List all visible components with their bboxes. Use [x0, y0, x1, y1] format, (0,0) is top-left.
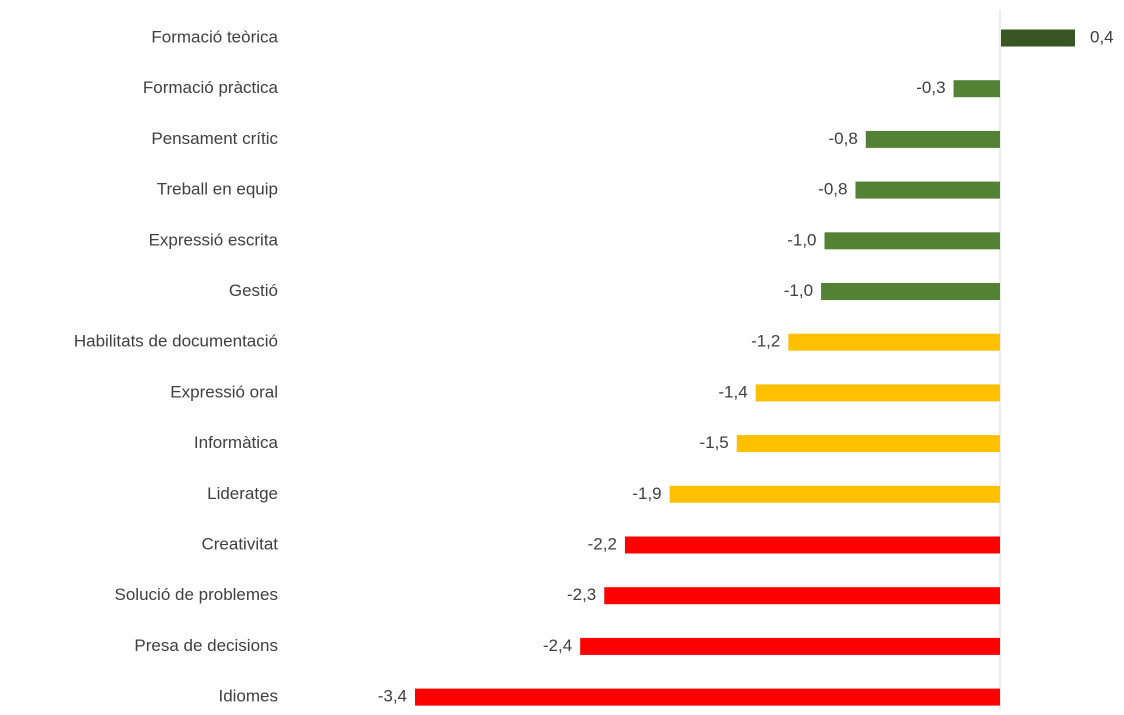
bar: [669, 485, 1000, 503]
value-label: -1,5: [699, 433, 728, 452]
category-label: Lideratge: [207, 484, 278, 503]
category-label: Expressió escrita: [149, 230, 279, 249]
category-label: Idiomes: [218, 687, 278, 706]
category-label: Formació teòrica: [151, 27, 278, 46]
category-label: Informàtica: [194, 433, 279, 452]
bar: [865, 130, 1000, 148]
category-label: Habilitats de documentació: [74, 332, 278, 351]
value-label: -2,2: [588, 534, 617, 553]
category-label: Expressió oral: [170, 382, 278, 401]
value-label: -2,3: [567, 585, 596, 604]
bar: [755, 384, 1000, 402]
category-label: Pensament crític: [151, 129, 278, 148]
bar: [624, 536, 1000, 554]
value-label: -0,8: [828, 129, 857, 148]
bar: [953, 80, 1000, 98]
value-label: -0,8: [818, 180, 847, 199]
value-label: -0,3: [916, 78, 945, 97]
bar: [821, 283, 1000, 300]
value-label: 0,4: [1090, 27, 1114, 46]
bar: [580, 637, 1000, 655]
bar: [788, 333, 1000, 351]
value-label: -2,4: [543, 636, 572, 655]
category-label: Treball en equip: [157, 180, 278, 199]
category-label: Presa de decisions: [134, 636, 278, 655]
value-label: -1,2: [751, 332, 780, 351]
value-label: -1,4: [718, 382, 747, 401]
bar: [824, 232, 1000, 250]
value-label: -1,0: [787, 230, 816, 249]
bar: [415, 688, 1000, 706]
value-label: -1,0: [784, 281, 813, 300]
bar: [736, 435, 1000, 453]
category-label: Gestió: [229, 281, 278, 300]
value-label: -3,4: [378, 687, 407, 706]
bar: [855, 181, 1000, 199]
bar: [1001, 29, 1075, 47]
category-label: Creativitat: [201, 534, 278, 553]
category-label: Formació pràctica: [143, 78, 279, 97]
category-label: Solució de problemes: [115, 585, 278, 604]
value-label: -1,9: [632, 484, 661, 503]
bar: [604, 587, 1000, 605]
